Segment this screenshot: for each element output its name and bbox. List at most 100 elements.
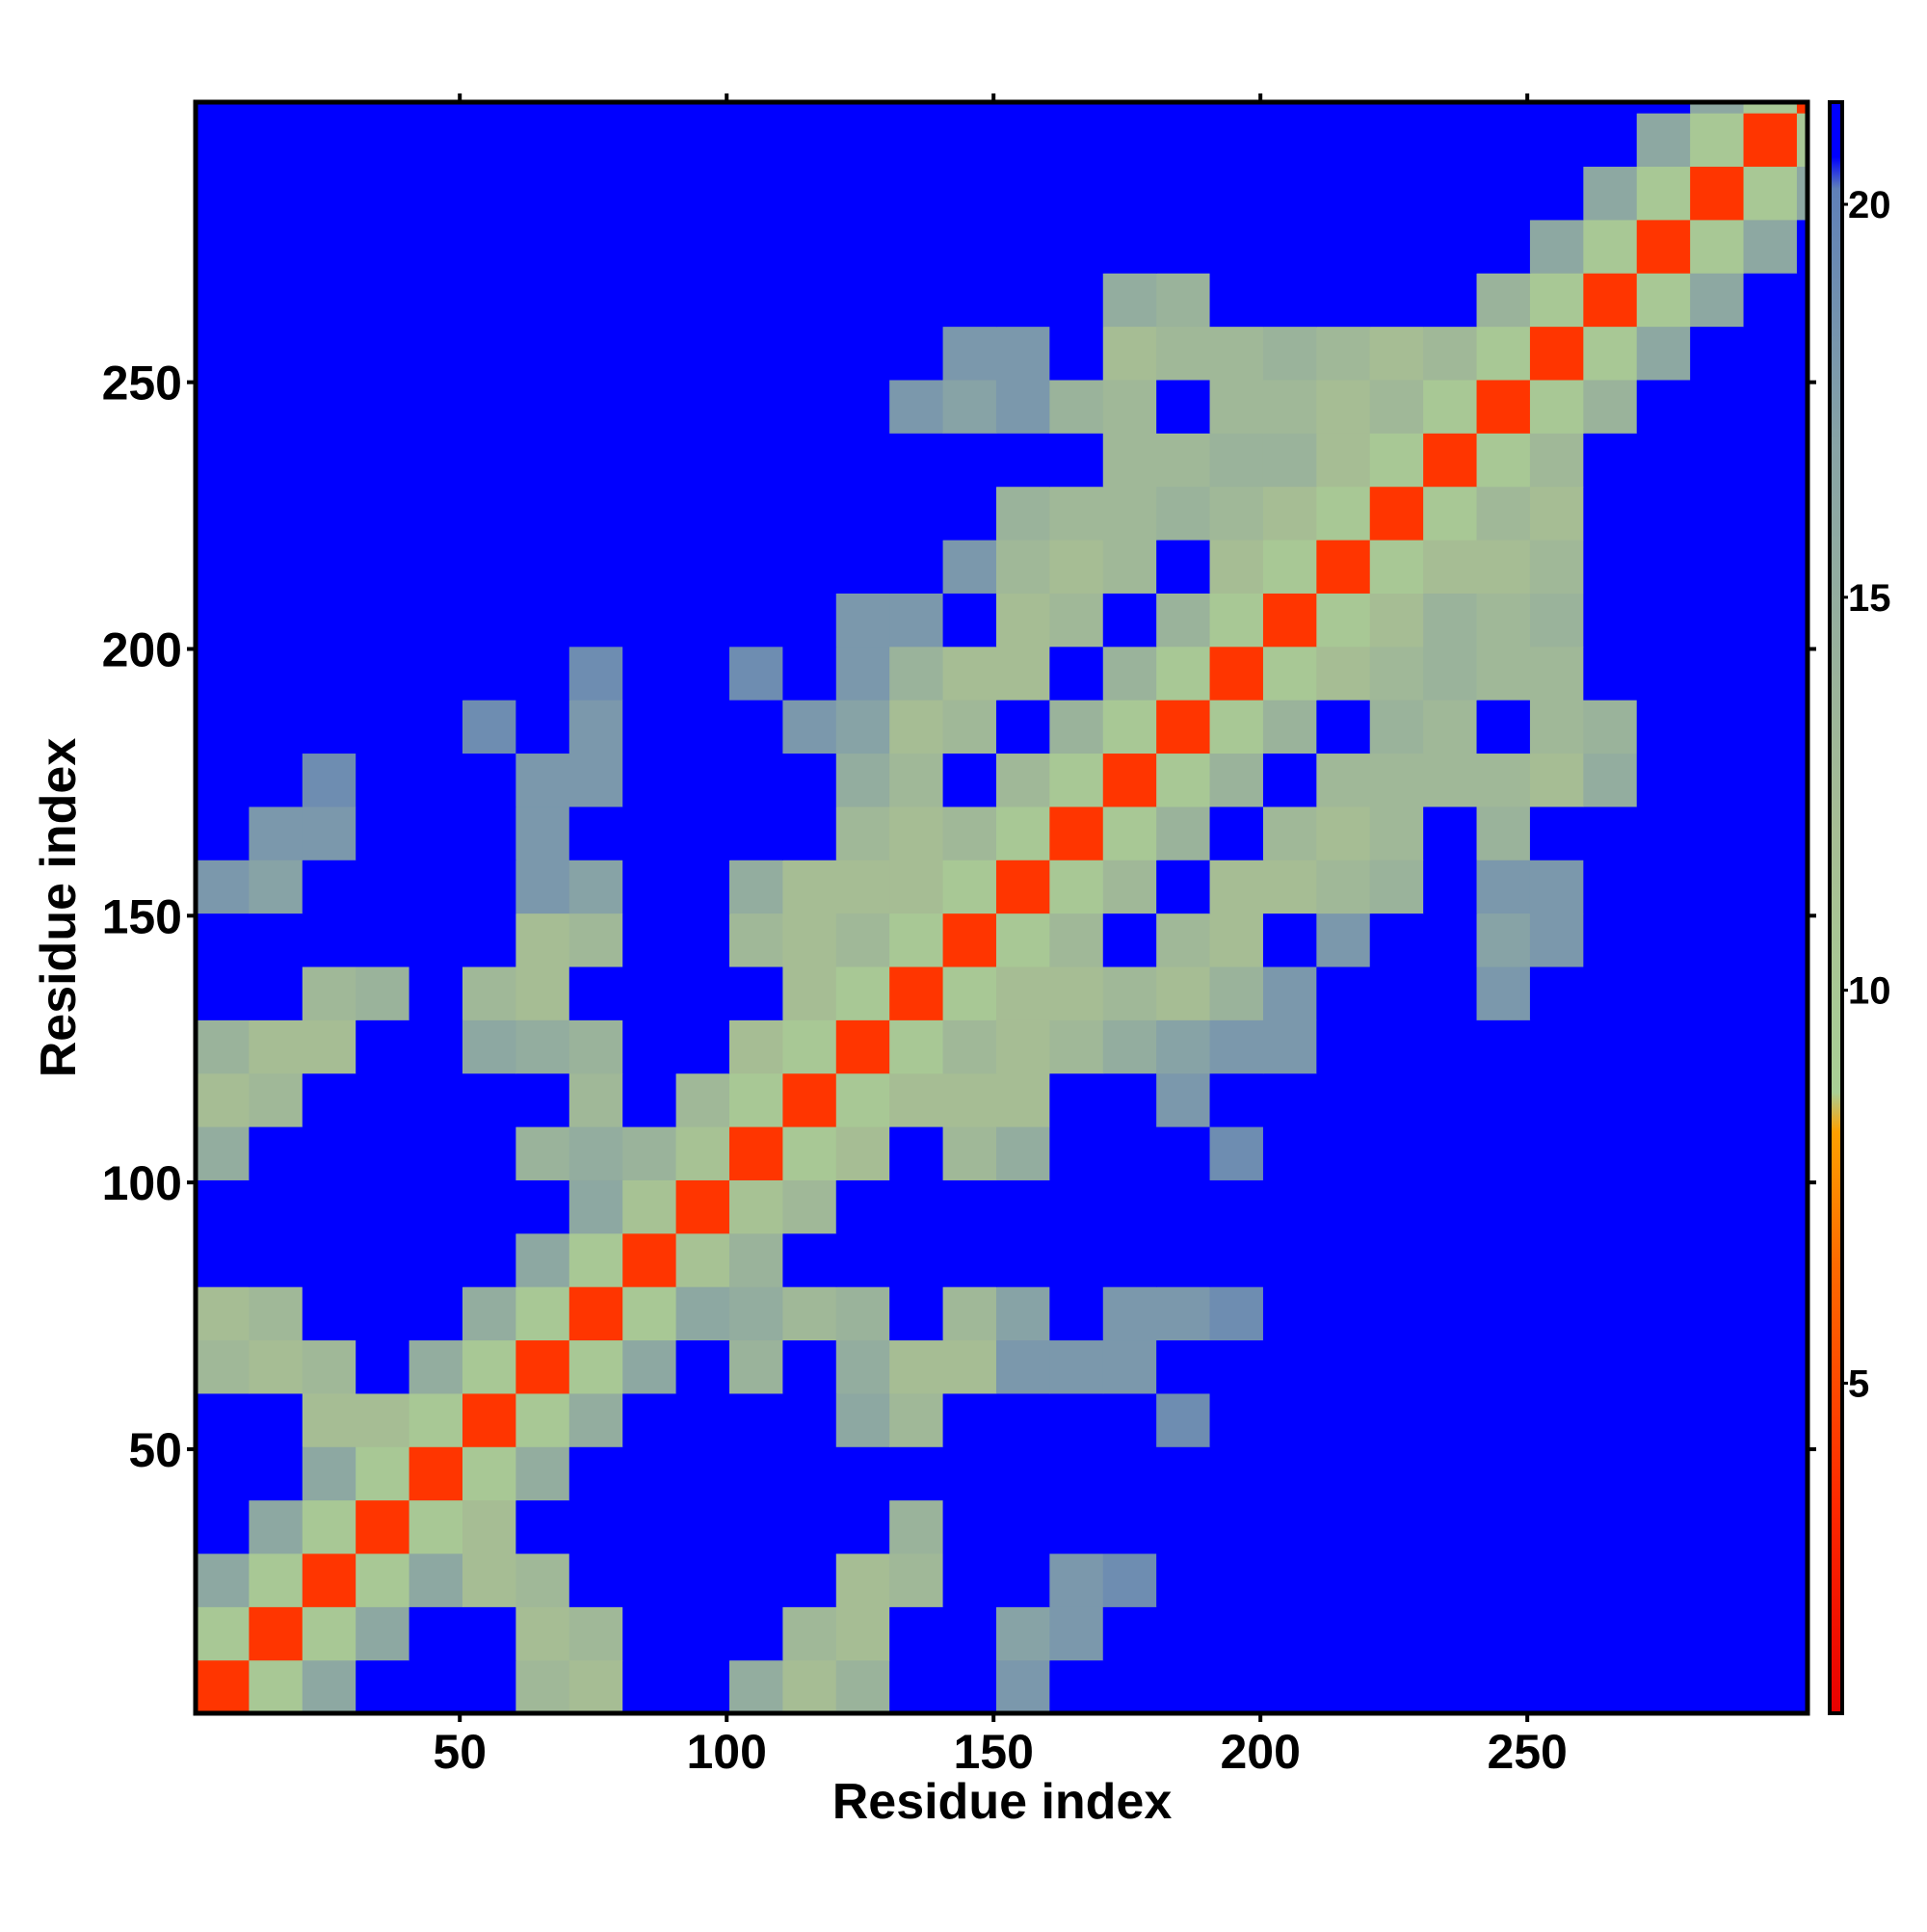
heatmap-cell: [1476, 700, 1531, 754]
heatmap-cell: [728, 913, 783, 967]
heatmap-cell: [1369, 1339, 1424, 1394]
heatmap-cell: [1102, 860, 1157, 914]
heatmap-cell: [1102, 326, 1157, 381]
heatmap-cell: [462, 1339, 516, 1394]
heatmap-cell: [889, 1606, 944, 1661]
heatmap-cell: [622, 1606, 677, 1661]
heatmap-cell: [568, 1606, 623, 1661]
heatmap-cell: [728, 1125, 783, 1180]
heatmap-cell: [942, 539, 997, 594]
heatmap-cell: [515, 1072, 570, 1127]
heatmap-cell: [1743, 593, 1798, 648]
heatmap-cell: [462, 966, 516, 1020]
heatmap-cell: [995, 1446, 1050, 1501]
heatmap-cell: [1690, 1072, 1745, 1127]
heatmap-cell: [409, 1125, 463, 1180]
heatmap-cell: [728, 219, 783, 274]
heatmap-cell: [249, 219, 304, 274]
heatmap-cell: [515, 326, 570, 381]
heatmap-cell: [1049, 1392, 1104, 1447]
heatmap-cell: [1796, 593, 1808, 648]
heatmap-cell: [1423, 966, 1478, 1020]
heatmap-cell: [462, 113, 516, 168]
heatmap-cell: [568, 1179, 623, 1234]
heatmap-cell: [1049, 1339, 1104, 1394]
heatmap-cell: [249, 1179, 304, 1234]
heatmap-cell: [462, 1019, 516, 1074]
heatmap-cell: [1743, 1446, 1798, 1501]
heatmap-cell: [409, 433, 463, 488]
heatmap-cell: [1316, 646, 1371, 701]
heatmap-cell: [1316, 593, 1371, 648]
heatmap-cell: [1743, 646, 1798, 701]
heatmap-cell: [942, 1286, 997, 1341]
heatmap-cell: [1476, 433, 1531, 488]
heatmap-cell: [1476, 966, 1531, 1020]
heatmap-cell: [196, 1179, 250, 1234]
heatmap-cell: [356, 593, 410, 648]
heatmap-cell: [515, 1606, 570, 1661]
heatmap-cell: [889, 379, 944, 434]
heatmap-cell: [942, 1019, 997, 1074]
heatmap-cell: [1690, 539, 1745, 594]
heatmap-cell: [302, 1286, 356, 1341]
heatmap-cell: [1049, 166, 1104, 221]
heatmap-cell: [889, 1019, 944, 1074]
heatmap-cell: [302, 1125, 356, 1180]
heatmap-cell: [1209, 273, 1264, 328]
heatmap-cell: [1316, 219, 1371, 274]
heatmap-cell: [1743, 166, 1798, 221]
heatmap-cell: [1049, 1179, 1104, 1234]
heatmap-cell: [1423, 1659, 1478, 1714]
heatmap-cell: [1156, 1659, 1211, 1714]
heatmap-cell: [1369, 1446, 1424, 1501]
heatmap-cell: [462, 913, 516, 967]
heatmap-cell: [1476, 166, 1531, 221]
heatmap-cell: [728, 273, 783, 328]
heatmap-cell: [835, 273, 890, 328]
heatmap-cell: [196, 753, 250, 807]
heatmap-cell: [675, 1179, 730, 1234]
heatmap-cell: [1262, 806, 1317, 860]
heatmap-cell: [782, 1125, 837, 1180]
heatmap-cell: [568, 860, 623, 914]
heatmap-cell: [1476, 913, 1531, 967]
heatmap-cell: [356, 1659, 410, 1714]
heatmap-cell: [1529, 326, 1584, 381]
heatmap-cell: [1049, 219, 1104, 274]
heatmap-cell: [249, 486, 304, 541]
heatmap-cell: [462, 433, 516, 488]
heatmap-cell: [409, 1499, 463, 1554]
heatmap-cell: [675, 1125, 730, 1180]
heatmap-cell: [409, 966, 463, 1020]
heatmap-cell: [1529, 700, 1584, 754]
heatmap-cell: [1743, 1286, 1798, 1341]
heatmap-cell: [1636, 966, 1691, 1020]
heatmap-cell: [1690, 913, 1745, 967]
heatmap-cell: [568, 966, 623, 1020]
heatmap-cell: [462, 1499, 516, 1554]
x-tick-label: 100: [686, 1725, 766, 1779]
heatmap-cell: [1102, 113, 1157, 168]
heatmap-cell: [302, 1392, 356, 1447]
heatmap-cell: [1316, 1125, 1371, 1180]
heatmap-cell: [942, 326, 997, 381]
heatmap-cell: [1262, 219, 1317, 274]
heatmap-cell: [782, 379, 837, 434]
heatmap-cell: [1102, 646, 1157, 701]
heatmap-cell: [1369, 539, 1424, 594]
heatmap-cell: [942, 1072, 997, 1127]
heatmap-cell: [1049, 326, 1104, 381]
heatmap-cell: [1583, 486, 1638, 541]
heatmap-cell: [462, 860, 516, 914]
heatmap-cell: [782, 326, 837, 381]
heatmap-cell: [1102, 700, 1157, 754]
heatmap-cell: [1529, 433, 1584, 488]
heatmap-cell: [1690, 102, 1745, 114]
heatmap-cell: [1583, 1392, 1638, 1447]
heatmap-cell: [675, 486, 730, 541]
heatmap-cell: [1423, 219, 1478, 274]
heatmap-cell: [1209, 1339, 1264, 1394]
